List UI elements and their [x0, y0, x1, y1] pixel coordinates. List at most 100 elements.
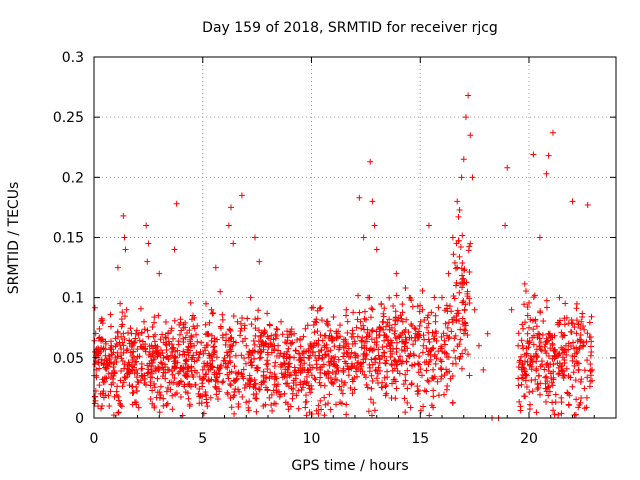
- data-point: [170, 344, 177, 351]
- data-point: [227, 395, 234, 402]
- data-point: [376, 356, 383, 363]
- data-point: [461, 279, 468, 286]
- data-point: [423, 367, 430, 374]
- data-point: [526, 324, 532, 331]
- data-point: [224, 391, 231, 398]
- data-point: [515, 342, 522, 349]
- data-point: [126, 382, 133, 389]
- data-point: [425, 222, 432, 229]
- data-point: [420, 332, 427, 339]
- data-point: [268, 349, 275, 356]
- data-point: [401, 395, 408, 402]
- data-point: [465, 92, 472, 99]
- data-point: [284, 328, 291, 335]
- data-point: [377, 325, 384, 332]
- data-point: [118, 323, 125, 330]
- data-point: [581, 367, 588, 374]
- data-point: [293, 392, 300, 399]
- data-point: [164, 353, 171, 360]
- data-point: [404, 385, 411, 392]
- data-point: [529, 317, 536, 324]
- data-point: [260, 346, 267, 353]
- data-point: [225, 337, 232, 344]
- data-point: [93, 374, 100, 381]
- data-point: [347, 385, 354, 392]
- data-point: [337, 333, 344, 340]
- data-point: [373, 334, 380, 341]
- data-point: [448, 308, 455, 315]
- data-point: [160, 339, 167, 346]
- data-point: [115, 397, 122, 404]
- data-point: [256, 343, 263, 350]
- data-point: [134, 370, 141, 377]
- data-point: [188, 332, 195, 339]
- data-point: [157, 336, 164, 343]
- data-point: [564, 389, 571, 396]
- data-point: [242, 360, 249, 367]
- data-point: [345, 372, 352, 379]
- data-point: [145, 352, 152, 359]
- data-point: [327, 374, 334, 381]
- data-point: [562, 300, 569, 307]
- data-point: [565, 401, 572, 408]
- data-point: [382, 359, 389, 366]
- data-point: [371, 407, 378, 414]
- data-point: [176, 368, 183, 375]
- data-point: [184, 364, 191, 371]
- data-point: [196, 351, 203, 358]
- data-point: [419, 349, 426, 356]
- data-point: [266, 394, 273, 401]
- data-point: [343, 340, 350, 347]
- data-point: [137, 305, 144, 312]
- data-point: [414, 383, 421, 390]
- data-point: [175, 370, 182, 377]
- data-point: [459, 272, 466, 279]
- data-point: [147, 396, 154, 403]
- data-point: [420, 342, 427, 349]
- data-point: [287, 328, 294, 335]
- data-point: [550, 407, 557, 414]
- data-point: [449, 319, 456, 326]
- data-point: [549, 340, 556, 347]
- data-point: [193, 369, 200, 376]
- data-point: [357, 318, 364, 325]
- data-point: [338, 378, 345, 385]
- data-point: [180, 335, 187, 342]
- data-point: [302, 404, 309, 411]
- data-point: [569, 383, 576, 390]
- data-point: [521, 351, 528, 358]
- data-point: [445, 270, 452, 277]
- data-point: [535, 372, 542, 379]
- data-point: [323, 318, 330, 325]
- data-point: [460, 280, 467, 287]
- data-point: [518, 374, 525, 381]
- data-point: [444, 369, 451, 376]
- data-point: [389, 380, 396, 387]
- data-point: [561, 315, 568, 322]
- data-point: [583, 338, 590, 345]
- data-point: [232, 370, 239, 377]
- data-point: [555, 351, 562, 358]
- data-point: [459, 260, 466, 267]
- data-point: [159, 373, 166, 380]
- data-point: [550, 347, 557, 354]
- data-point: [96, 334, 103, 341]
- data-point: [466, 295, 473, 302]
- data-point: [176, 331, 183, 338]
- data-point: [184, 329, 191, 336]
- data-point: [461, 307, 468, 314]
- data-point: [219, 316, 226, 323]
- data-point: [182, 324, 189, 331]
- data-point: [508, 306, 515, 313]
- data-point: [452, 265, 459, 272]
- data-point: [339, 390, 346, 397]
- data-point: [364, 326, 371, 333]
- data-point: [150, 345, 157, 352]
- data-point: [587, 361, 594, 368]
- data-point: [119, 309, 126, 316]
- data-point: [333, 401, 340, 408]
- data-point: [558, 329, 565, 336]
- data-point: [303, 373, 310, 380]
- data-point: [165, 338, 172, 345]
- data-point: [388, 395, 395, 402]
